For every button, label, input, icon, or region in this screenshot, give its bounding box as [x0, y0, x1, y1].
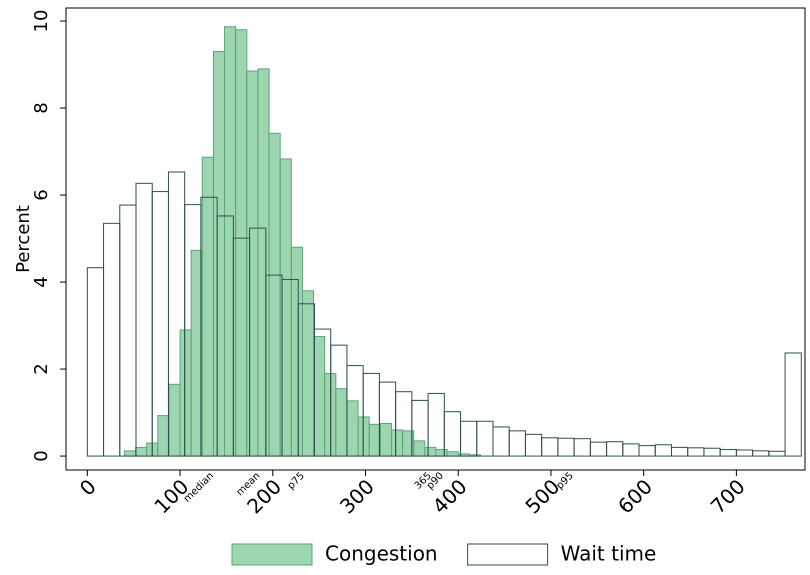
histogram-bar — [606, 441, 624, 457]
histogram-bar — [508, 430, 526, 457]
histogram-bar — [719, 449, 737, 457]
histogram-bar — [346, 365, 364, 457]
y-tick-label: 10 — [31, 10, 52, 33]
y-tick-label: 6 — [31, 189, 52, 200]
histogram-bar — [460, 420, 478, 457]
legend-label: Wait time — [561, 542, 657, 566]
histogram-bar — [443, 411, 462, 457]
histogram-bar — [768, 450, 786, 457]
x-tick-label: 600 — [613, 474, 657, 518]
histogram-bar — [670, 446, 689, 457]
histogram-bar — [281, 278, 299, 457]
histogram-bar — [687, 447, 705, 457]
x-tick-label: 300 — [335, 474, 379, 518]
histogram-bar — [622, 443, 640, 457]
histogram-bar — [232, 237, 251, 457]
legend-swatch — [467, 543, 549, 566]
histogram-bar — [703, 447, 721, 457]
histogram-bar — [784, 352, 802, 457]
y-tick-label: 2 — [31, 363, 52, 374]
legend-label: Congestion — [325, 542, 438, 566]
legend-swatch — [231, 543, 313, 566]
histogram-bar — [103, 222, 121, 457]
histogram-bar — [395, 391, 413, 457]
histogram-bar — [249, 227, 267, 457]
x-tick-label: 700 — [706, 474, 750, 518]
y-axis-label: Percent — [13, 205, 34, 273]
plot-frame — [65, 7, 806, 471]
histogram-bar — [654, 444, 672, 457]
histogram-bar — [119, 204, 137, 457]
histogram-bar — [735, 449, 754, 457]
histogram-bar — [184, 204, 202, 457]
histogram-bar — [200, 196, 218, 457]
histogram-bar — [167, 171, 186, 457]
histogram-bar — [265, 274, 283, 457]
histogram-bar — [86, 267, 105, 457]
annotation: p75 — [286, 470, 307, 491]
y-tick-label: 8 — [31, 102, 52, 113]
histogram-bar — [378, 381, 397, 457]
histogram-bar — [135, 182, 153, 457]
histogram-bar — [524, 433, 543, 457]
histogram-bar — [752, 450, 770, 457]
histogram-bar — [541, 437, 559, 457]
histogram-bar — [216, 215, 234, 457]
histogram-bar — [362, 372, 380, 457]
y-tick-label: 4 — [31, 276, 52, 287]
histogram-bar — [297, 303, 315, 457]
histogram-bar — [557, 437, 575, 457]
histogram-bar — [411, 399, 429, 457]
histogram-bar — [330, 344, 348, 457]
histogram-bar — [476, 420, 494, 457]
y-tick-label: 0 — [31, 450, 52, 461]
histogram-bar — [313, 328, 332, 457]
histogram-bar — [427, 392, 445, 457]
x-tick-label: 0 — [75, 474, 101, 500]
histogram-bar — [589, 441, 608, 457]
histogram-bar — [151, 191, 169, 457]
histogram-bar — [638, 445, 656, 457]
histogram-bar — [573, 438, 591, 457]
histogram-bar — [492, 426, 510, 457]
